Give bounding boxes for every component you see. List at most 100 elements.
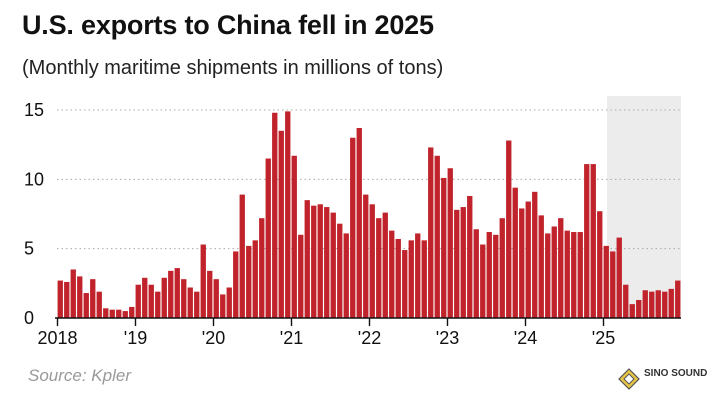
bar	[109, 309, 115, 318]
bar	[649, 291, 655, 318]
bar	[291, 155, 297, 318]
bar	[473, 229, 479, 318]
bar	[519, 208, 525, 318]
bars-layer	[57, 111, 681, 319]
bar	[278, 130, 284, 318]
bar	[434, 155, 440, 318]
sino-sound-logo-icon	[618, 368, 640, 390]
bar	[57, 280, 63, 318]
bar	[577, 232, 583, 318]
bar	[246, 245, 252, 318]
bar	[642, 290, 648, 318]
bar	[538, 215, 544, 318]
bar	[207, 270, 213, 318]
bar	[441, 177, 447, 318]
bar-chart: 0 5 10 15 2018 '19 '20 '21 '22 '23 '24 '25	[24, 96, 681, 348]
bar	[532, 191, 538, 318]
bar	[415, 233, 421, 318]
bar	[584, 164, 590, 318]
bar	[597, 211, 603, 318]
bar	[428, 147, 434, 318]
bar	[389, 230, 395, 318]
bar	[369, 204, 375, 318]
bar	[168, 270, 174, 318]
watermark-text: SINO SOUND	[644, 368, 708, 379]
bar	[90, 279, 96, 318]
bar	[129, 306, 135, 318]
bar	[213, 279, 219, 318]
bar	[220, 294, 226, 318]
bar	[135, 284, 141, 318]
bar	[324, 207, 330, 318]
bar	[272, 112, 278, 318]
bar	[493, 234, 499, 318]
bar	[402, 250, 408, 318]
bar	[460, 207, 466, 318]
bar	[148, 284, 154, 318]
source-note: Source: Kpler	[28, 366, 131, 385]
bar	[636, 299, 642, 318]
x-tick-label: '22	[358, 328, 381, 348]
bar	[259, 218, 265, 318]
x-tick-label: '23	[436, 328, 459, 348]
bar	[187, 287, 193, 318]
bar	[551, 226, 557, 318]
bar	[525, 201, 531, 318]
axis-layer	[55, 317, 681, 326]
bar	[480, 244, 486, 318]
chart-subtitle: (Monthly maritime shipments in millions …	[22, 57, 444, 79]
bar	[174, 268, 180, 318]
bar	[304, 200, 310, 318]
bar	[571, 232, 577, 318]
bar	[616, 237, 622, 318]
bar	[298, 234, 304, 318]
bar	[421, 240, 427, 318]
labels-layer: 0 5 10 15 2018 '19 '20 '21 '22 '23 '24 '25	[24, 100, 615, 348]
bar	[226, 287, 232, 318]
chart-title: U.S. exports to China fell in 2025	[22, 10, 434, 40]
bar	[343, 233, 349, 318]
bar	[512, 187, 518, 318]
bar	[265, 158, 271, 318]
bar	[675, 280, 681, 318]
y-tick-label: 15	[24, 100, 44, 120]
bar	[590, 164, 596, 318]
bar	[330, 212, 336, 318]
bar	[200, 244, 206, 318]
bar	[181, 279, 187, 318]
watermark-logo: SINO SOUND	[618, 366, 710, 394]
bar	[467, 195, 473, 318]
bar	[252, 240, 258, 318]
x-tick-label: '20	[202, 328, 225, 348]
bar	[77, 276, 83, 318]
bar	[103, 308, 109, 318]
bar	[454, 209, 460, 318]
x-tick-label: 2018	[37, 328, 77, 348]
bar	[545, 233, 551, 318]
bar	[506, 140, 512, 318]
bar	[122, 311, 128, 318]
bar	[239, 194, 245, 318]
y-tick-label: 10	[24, 169, 44, 189]
bar	[668, 288, 674, 318]
bar	[311, 205, 317, 318]
bar	[610, 251, 616, 318]
bar	[161, 277, 167, 318]
bar	[603, 245, 609, 318]
x-tick-label: '21	[280, 328, 303, 348]
bar	[350, 137, 356, 318]
bar	[486, 232, 492, 318]
x-tick-label: '25	[592, 328, 615, 348]
bar	[96, 291, 102, 318]
bar	[623, 284, 629, 318]
bar	[662, 291, 668, 318]
bar	[64, 281, 70, 318]
bar	[655, 290, 661, 318]
bar	[116, 309, 122, 318]
bar	[70, 269, 76, 318]
x-tick-label: '24	[514, 328, 537, 348]
grid-layer	[57, 109, 681, 250]
bar	[558, 218, 564, 318]
bar	[382, 212, 388, 318]
bar	[629, 304, 635, 318]
